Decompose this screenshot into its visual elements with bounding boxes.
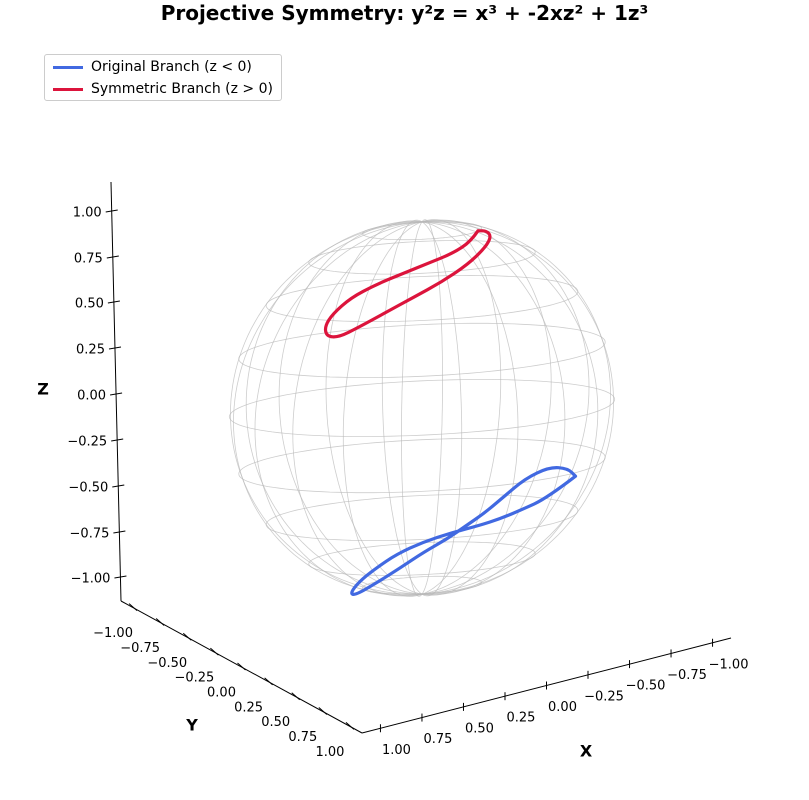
y-tick-mark: [155, 618, 165, 626]
z-tick-mark: [111, 438, 124, 442]
z-tick-label: −0.25: [67, 435, 107, 450]
sphere-longitude-line: [229, 221, 423, 595]
z-tick-mark: [112, 484, 125, 488]
x-tick-label: 0.50: [465, 721, 494, 736]
sphere-latitude-line: [228, 379, 616, 437]
sphere-longitude-line: [401, 221, 423, 597]
x-tick-label: −0.50: [626, 679, 666, 694]
z-tick-mark: [107, 300, 120, 304]
y-tick-label: −0.50: [147, 656, 187, 671]
sphere-longitude-line: [421, 220, 590, 595]
series-line-symmetric-branch: [323, 229, 492, 339]
sphere-latitude-line: [308, 541, 536, 576]
y-tick-label: 0.50: [261, 715, 290, 730]
z-tick-label: 0.50: [75, 297, 104, 312]
chart-title: Projective Symmetry: y²z = x³ + -2xz² + …: [160, 1, 649, 25]
x-tick-label: −1.00: [709, 657, 749, 672]
x-tick-label: −0.25: [584, 689, 624, 704]
y-tick-label: −0.25: [174, 671, 214, 686]
y-tick-mark: [318, 707, 328, 715]
y-tick-mark: [264, 677, 273, 686]
axes: 1.000.750.500.250.00−0.25−0.50−0.75−1.00…: [37, 181, 749, 761]
z-tick-mark: [106, 255, 119, 259]
z-tick-label: 0.00: [77, 389, 106, 404]
legend-swatch-symmetric: [53, 87, 83, 91]
z-axis-line: [110, 181, 122, 602]
y-tick-label: 0.75: [288, 730, 317, 745]
z-tick-mark: [105, 209, 118, 213]
z-tick-mark: [113, 530, 126, 534]
z-tick-label: −0.75: [70, 527, 110, 542]
x-tick-label: 0.25: [507, 711, 536, 726]
y-tick-mark: [345, 722, 355, 730]
z-axis-label: Z: [37, 380, 49, 399]
x-axis-label: X: [580, 742, 593, 761]
z-tick-label: 0.25: [76, 343, 105, 358]
sphere-longitude-line: [421, 219, 502, 595]
y-tick-mark: [291, 692, 301, 701]
sphere-longitude-line: [278, 221, 423, 595]
sphere-longitude-line: [421, 219, 552, 595]
x-tick-label: 0.75: [423, 732, 452, 747]
y-tick-label: 1.00: [315, 745, 344, 760]
y-tick-mark: [128, 603, 138, 611]
y-tick-label: 0.00: [207, 686, 236, 701]
sphere-latitude-line: [265, 274, 579, 322]
z-tick-mark: [108, 346, 122, 350]
sphere-longitude-line: [421, 221, 566, 595]
sphere-longitude-line: [421, 220, 611, 595]
sphere-latitude-line: [265, 494, 579, 542]
z-tick-label: −0.50: [68, 481, 108, 496]
legend-entry-symmetric: Symmetric Branch (z > 0): [53, 79, 279, 99]
sphere-wireframe: [228, 219, 616, 597]
y-tick-label: −0.75: [120, 641, 160, 656]
sphere-longitude-line: [233, 221, 423, 596]
sphere-longitude-line: [421, 219, 443, 595]
y-tick-mark: [237, 662, 246, 671]
y-tick-label: 0.25: [234, 700, 263, 715]
y-tick-label: −1.00: [93, 626, 133, 641]
z-tick-mark: [114, 575, 127, 579]
sphere-longitude-line: [381, 219, 423, 595]
sphere-latitude-line: [238, 322, 606, 378]
sphere-longitude-line: [421, 221, 615, 595]
legend-swatch-original: [53, 65, 83, 69]
series-line-original-branch: [350, 466, 578, 596]
z-tick-label: −1.00: [71, 572, 111, 587]
sphere-latitude-line: [238, 438, 606, 494]
sphere-longitude-line: [254, 221, 423, 596]
y-tick-mark: [182, 632, 192, 641]
x-tick-label: 1.00: [382, 743, 411, 758]
x-tick-label: 0.00: [548, 700, 577, 715]
z-tick-label: 0.75: [74, 252, 103, 267]
z-tick-mark: [110, 392, 123, 396]
legend-label-original: Original Branch (z < 0): [91, 59, 252, 75]
curves: [323, 229, 578, 596]
y-axis-label: Y: [185, 716, 198, 735]
y-tick-mark: [210, 647, 219, 656]
legend-label-symmetric: Symmetric Branch (z > 0): [91, 81, 273, 97]
sphere-latitude-line: [308, 240, 536, 275]
x-tick-label: −0.75: [667, 668, 707, 683]
legend-entry-original: Original Branch (z < 0): [53, 57, 279, 77]
z-tick-label: 1.00: [73, 206, 102, 221]
sphere-longitude-line: [421, 221, 519, 596]
legend: Original Branch (z < 0) Symmetric Branch…: [44, 54, 282, 101]
sphere-longitude-line: [325, 220, 423, 595]
